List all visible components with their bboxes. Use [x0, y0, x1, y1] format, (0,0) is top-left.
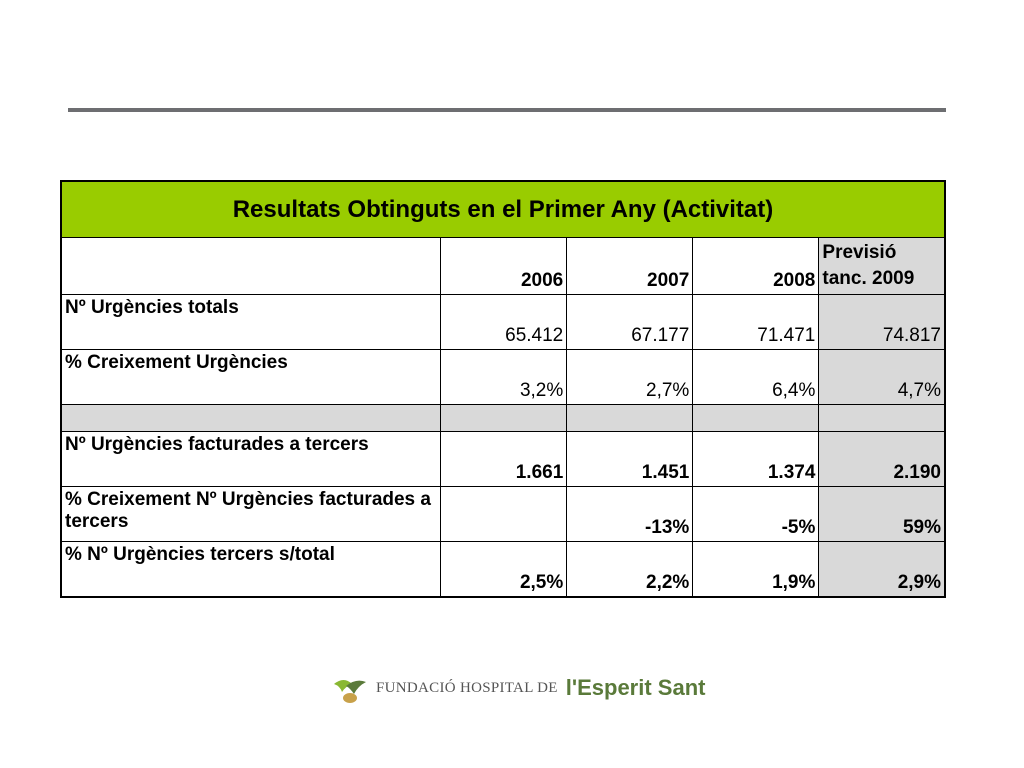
- spacer-cell: [440, 404, 568, 432]
- cell: 67.177: [566, 294, 694, 350]
- row-label: Nº Urgències facturades a tercers: [60, 431, 442, 487]
- header-cell: 2007: [566, 237, 694, 295]
- cell: 1.374: [692, 431, 820, 487]
- cell: 65.412: [440, 294, 568, 350]
- spacer-cell: [818, 404, 946, 432]
- header-cell: [60, 237, 442, 295]
- logo-icon: [334, 680, 366, 703]
- cell: 74.817: [818, 294, 946, 350]
- cell: 2,5%: [440, 541, 568, 598]
- header-cell: 2008: [692, 237, 820, 295]
- spacer-cell: [566, 404, 694, 432]
- cell: 2.190: [818, 431, 946, 487]
- cell: [440, 486, 568, 542]
- logo-name: l'Esperit Sant: [565, 675, 706, 700]
- cell: 1.661: [440, 431, 568, 487]
- cell: 6,4%: [692, 349, 820, 405]
- cell: 2,7%: [566, 349, 694, 405]
- row-label: % Creixement Nº Urgències facturades a t…: [60, 486, 442, 542]
- header-cell: Previsió tanc. 2009: [818, 237, 946, 295]
- header-rule: [68, 108, 946, 112]
- spacer-cell: [60, 404, 442, 432]
- cell: 1,9%: [692, 541, 820, 598]
- row-label: % Nº Urgències tercers s/total: [60, 541, 442, 598]
- cell: 71.471: [692, 294, 820, 350]
- logo: FUNDACIÓ HOSPITAL DE l'Esperit Sant: [332, 672, 705, 704]
- header-cell: 2006: [440, 237, 568, 295]
- logo-prefix: FUNDACIÓ HOSPITAL DE: [376, 679, 558, 696]
- cell: -13%: [566, 486, 694, 542]
- cell: 59%: [818, 486, 946, 542]
- results-table: Resultats Obtinguts en el Primer Any (Ac…: [60, 180, 946, 598]
- cell: -5%: [692, 486, 820, 542]
- spacer-cell: [692, 404, 820, 432]
- cell: 3,2%: [440, 349, 568, 405]
- row-label: % Creixement Urgències: [60, 349, 442, 405]
- table-title: Resultats Obtinguts en el Primer Any (Ac…: [60, 180, 946, 238]
- cell: 4,7%: [818, 349, 946, 405]
- cell: 1.451: [566, 431, 694, 487]
- row-label: Nº Urgències totals: [60, 294, 442, 350]
- cell: 2,2%: [566, 541, 694, 598]
- cell: 2,9%: [818, 541, 946, 598]
